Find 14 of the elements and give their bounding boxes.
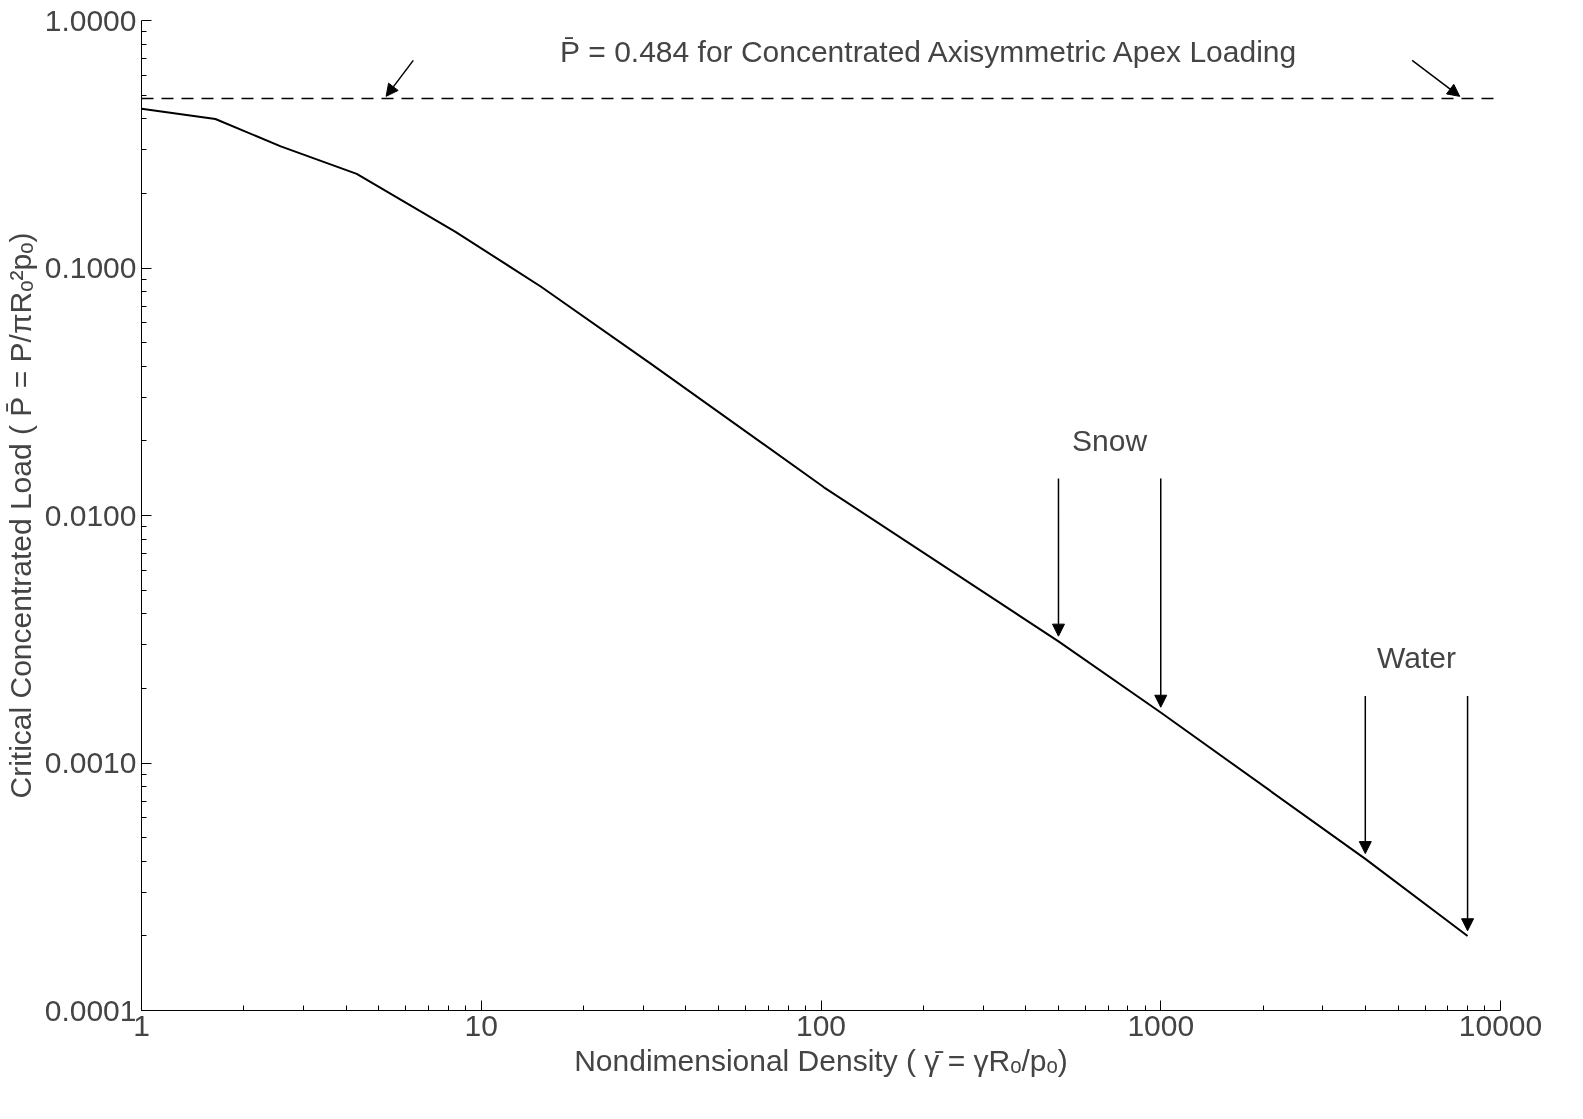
- x-axis-title: Nondimensional Density ( γ̄ = γRₒ/pₒ): [574, 1043, 1068, 1077]
- y-axis-title: Critical Concentrated Load ( P̄ = P/πRₒ²pₒ): [3, 232, 37, 799]
- y-tick-label: 0.0100: [44, 498, 137, 532]
- y-tick-label: 0.1000: [44, 251, 137, 284]
- annotation: Water: [1376, 641, 1456, 675]
- y-tick-label: 0.0010: [44, 746, 137, 779]
- y-tick-label: 0.0001: [44, 993, 137, 1027]
- x-tick-label: 10: [464, 1008, 498, 1042]
- ref-line-label: P̄ = 0.484 for Concentrated Axisymmetric Apex Loading: [559, 34, 1297, 68]
- x-tick-label: 10000: [1458, 1008, 1543, 1042]
- annotation: Snow: [1072, 423, 1148, 457]
- x-tick-label: 100: [795, 1008, 847, 1042]
- x-tick-label: 1000: [1127, 1008, 1195, 1042]
- y-tick-label: 1.0000: [44, 3, 137, 37]
